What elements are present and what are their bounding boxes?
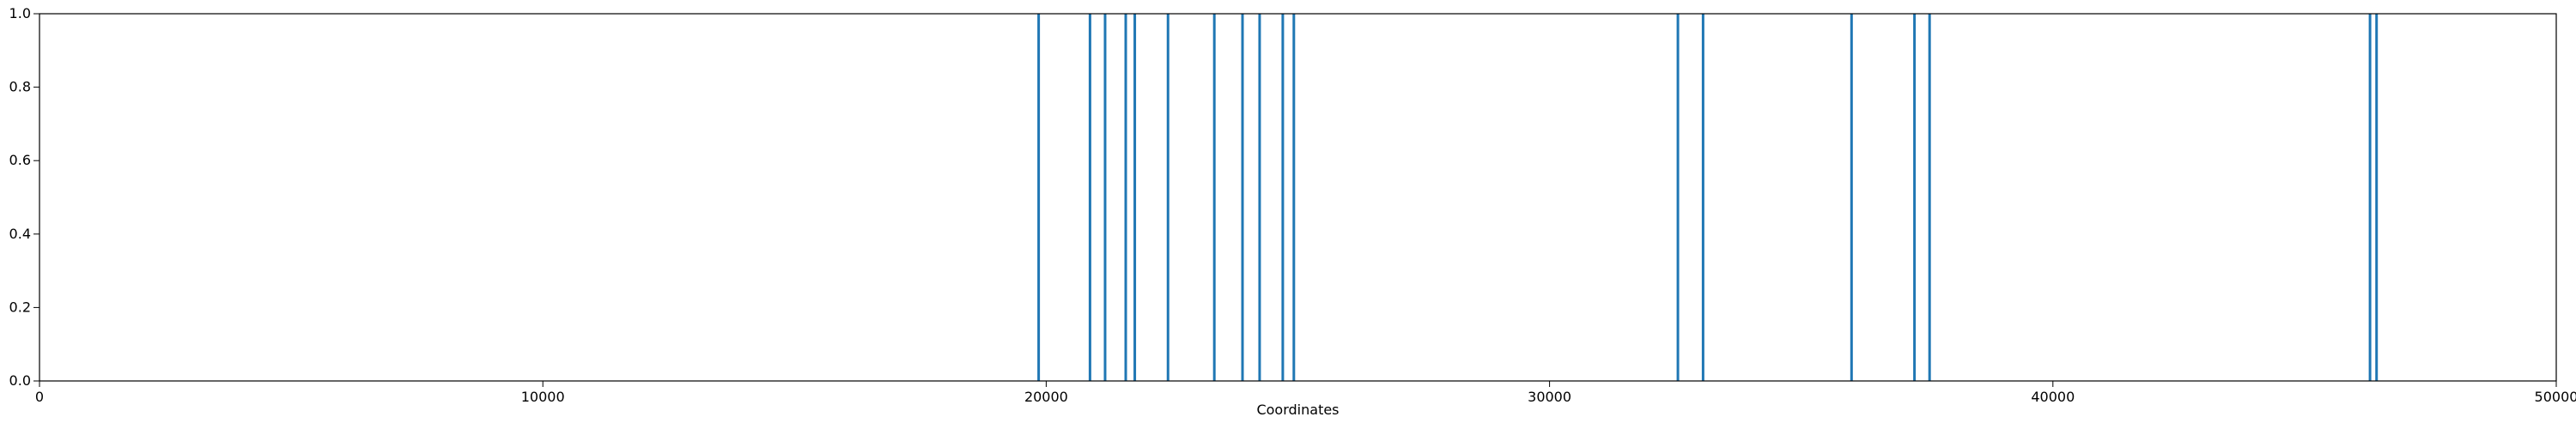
x-axis-label: Coordinates xyxy=(1256,402,1339,418)
x-tick-label: 20000 xyxy=(1024,389,1068,405)
x-tick-label: 0 xyxy=(35,389,44,405)
x-tick-label: 30000 xyxy=(1528,389,1571,405)
bars-layer xyxy=(1037,14,2379,381)
y-tick-label: 1.0 xyxy=(9,5,31,21)
x-tick-label: 40000 xyxy=(2031,389,2075,405)
y-tick-label: 0.2 xyxy=(9,299,31,315)
y-tick-label: 0.0 xyxy=(9,372,31,389)
ticks-layer: 0 10000 20000 30000 40000 50000 0.0 0.2 0.4 0.6 0.… xyxy=(9,5,2576,405)
plot-background xyxy=(39,14,2556,381)
plot-frame xyxy=(39,13,2557,382)
y-tick-label: 0.4 xyxy=(9,226,31,242)
y-tick-label: 0.8 xyxy=(9,79,31,95)
y-tick-label: 0.6 xyxy=(9,152,31,168)
x-tick-label: 10000 xyxy=(521,389,565,405)
x-tick-label: 50000 xyxy=(2535,389,2576,405)
